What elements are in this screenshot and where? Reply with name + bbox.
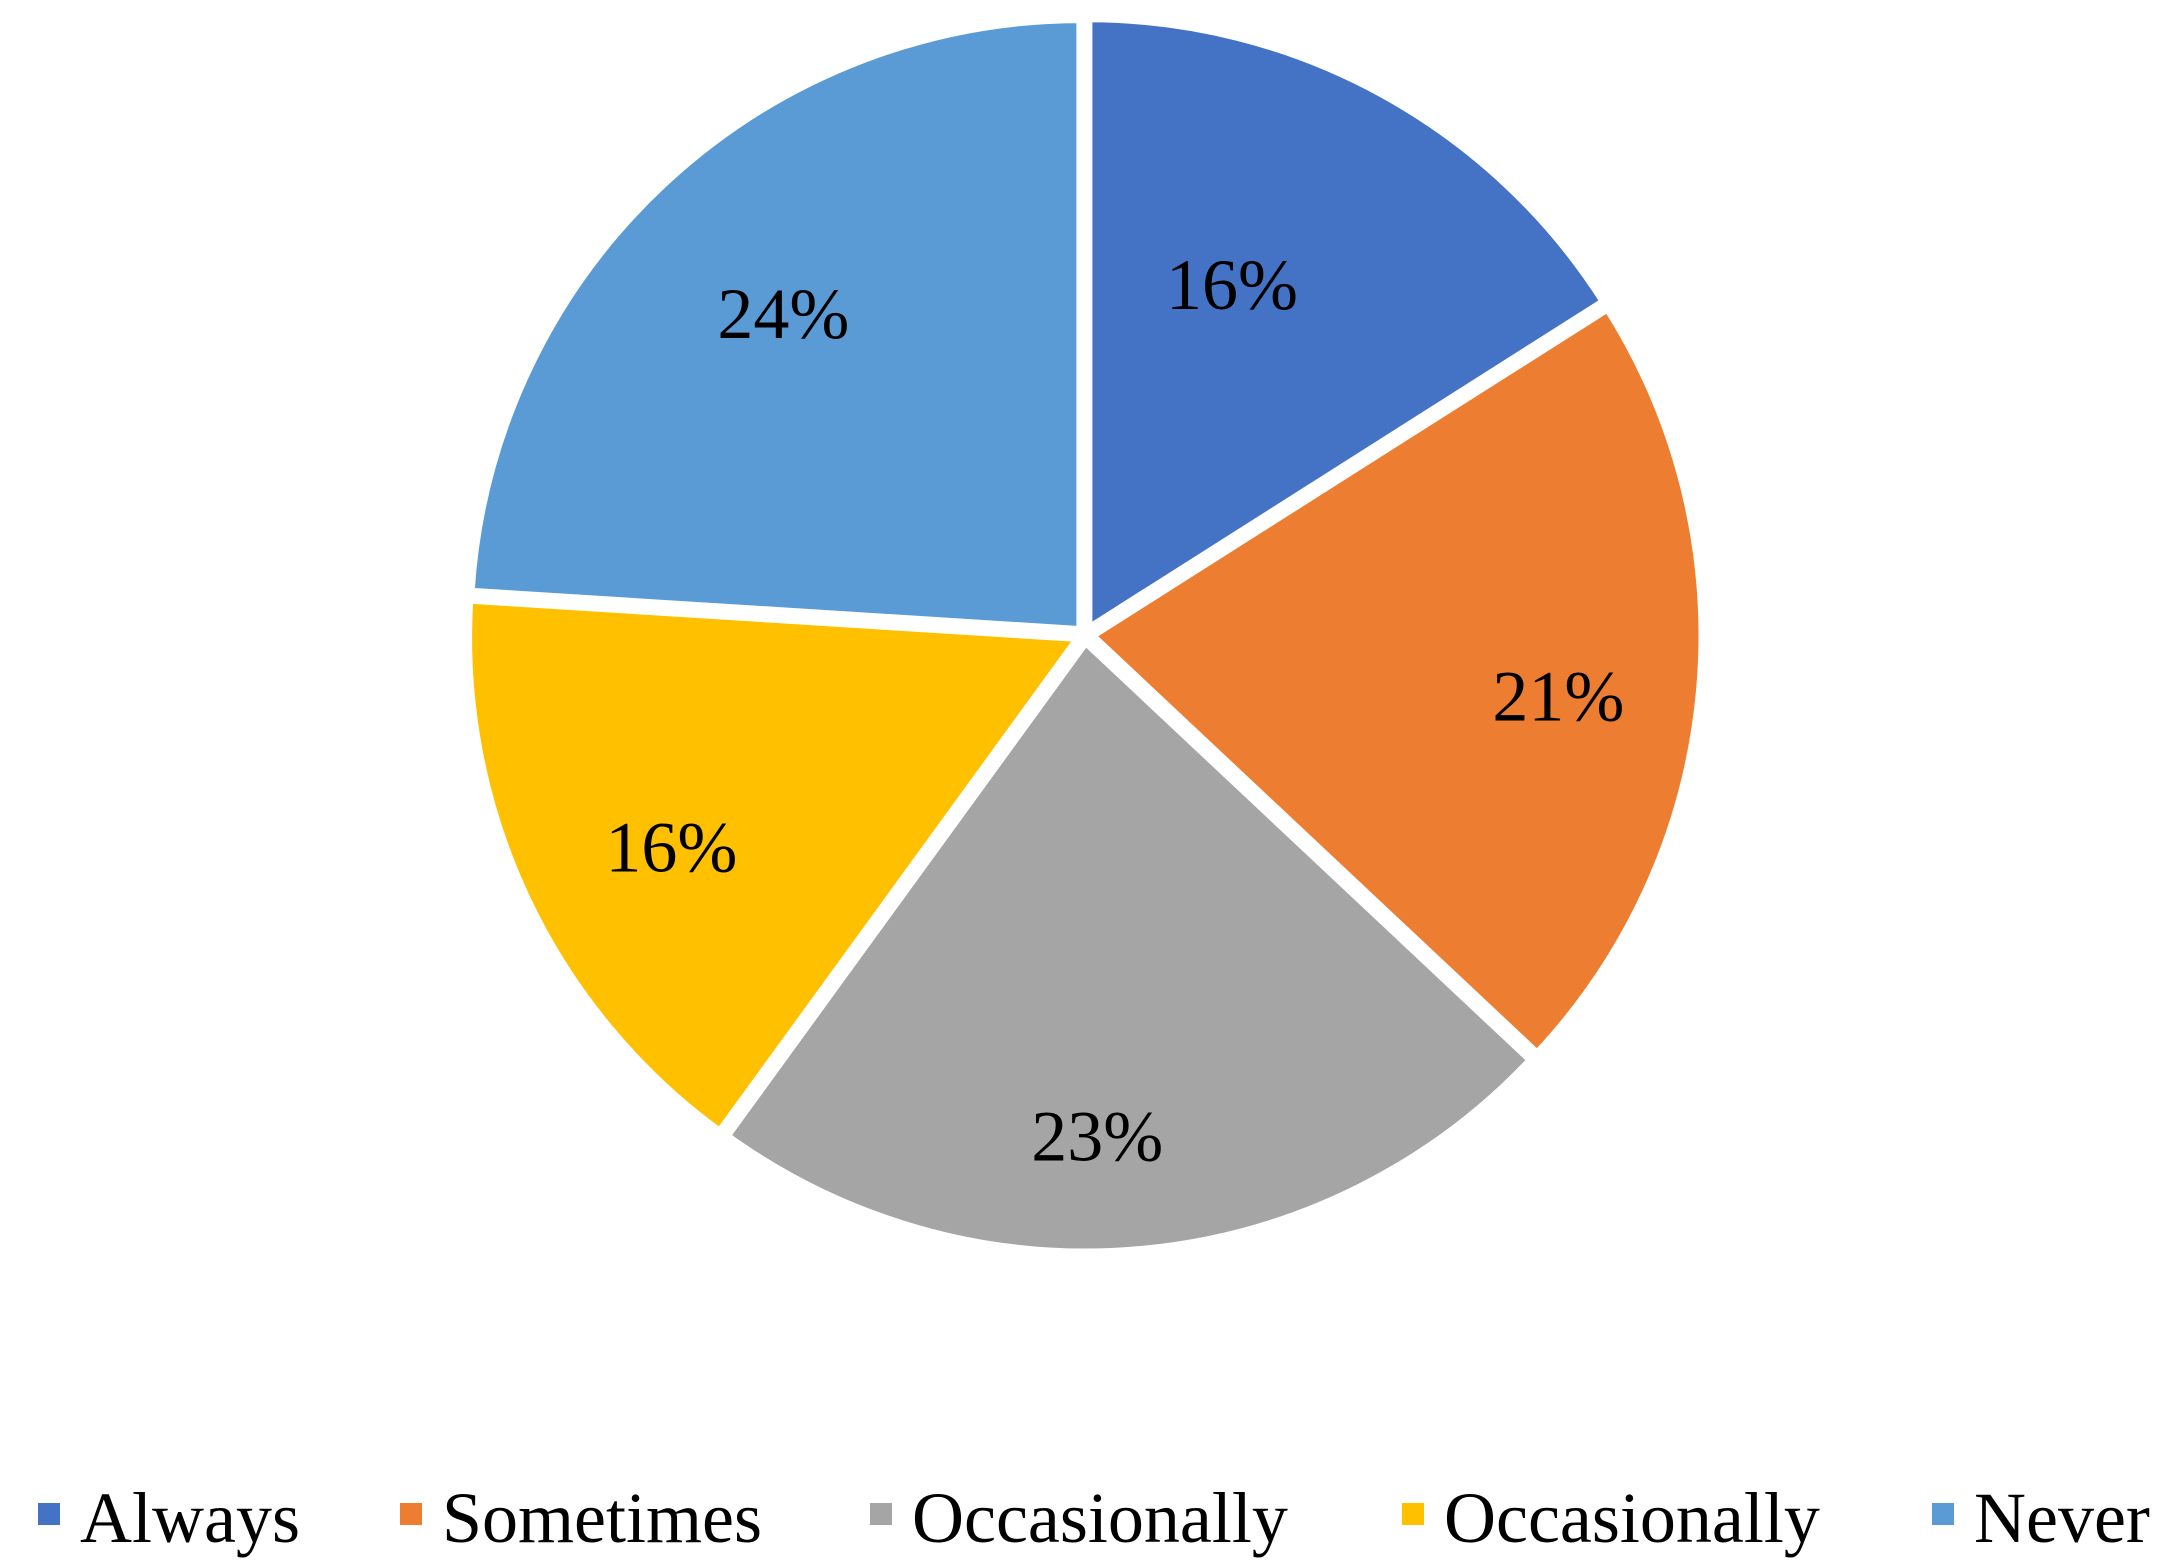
legend-label-0: Always	[80, 1478, 300, 1558]
pie-slice-sometimes-1	[1083, 301, 1708, 1061]
pie-slice-occasionally-3	[463, 594, 1089, 1139]
legend-item-1: Sometimes	[400, 1478, 762, 1558]
legend-label-4: Never	[1974, 1478, 2150, 1558]
pie-slice-occasionally-2	[719, 634, 1539, 1258]
legend-label-2: Occasionally	[912, 1478, 1288, 1558]
legend-swatch-3	[1402, 1503, 1424, 1525]
legend-label-1: Sometimes	[442, 1478, 762, 1558]
data-label-0: 16%	[1166, 245, 1298, 325]
legend: Always Sometimes Occasionally Occasionally N…	[38, 1478, 2150, 1558]
legend-item-0: Always	[38, 1478, 300, 1558]
legend-swatch-1	[400, 1503, 422, 1525]
pie-slice-never-4	[465, 14, 1086, 636]
legend-swatch-0	[38, 1503, 60, 1525]
legend-label-3: Occasionally	[1444, 1478, 1820, 1558]
pie-slice-always-0	[1083, 13, 1611, 638]
legend-swatch-4	[1932, 1503, 1954, 1525]
legend-swatch-2	[870, 1503, 892, 1525]
data-label-3: 16%	[605, 808, 737, 888]
legend-item-3: Occasionally	[1402, 1478, 1820, 1558]
data-label-1: 21%	[1492, 656, 1624, 736]
data-labels: 16% 21% 23% 16% 24%	[605, 245, 1624, 1176]
legend-item-4: Never	[1932, 1478, 2150, 1558]
data-label-2: 23%	[1031, 1097, 1163, 1177]
pie-slices	[463, 13, 1708, 1258]
data-label-4: 24%	[717, 274, 849, 354]
legend-item-2: Occasionally	[870, 1478, 1288, 1558]
